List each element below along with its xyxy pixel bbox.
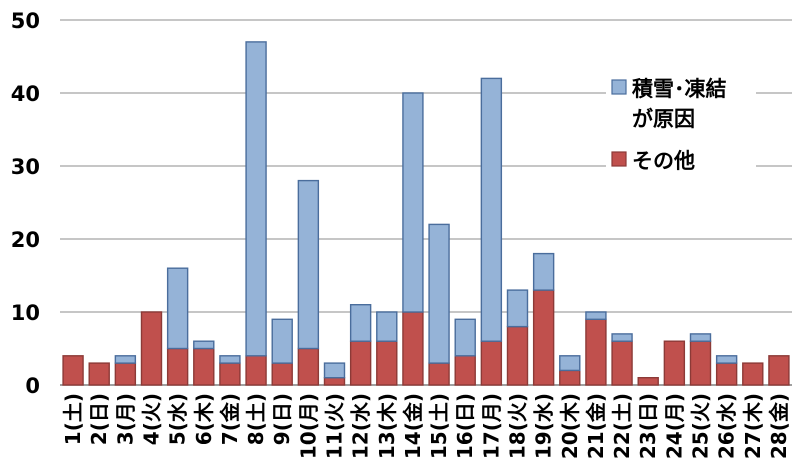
legend-swatch-other [611,151,627,167]
bar-segment-other [454,355,476,386]
bar-segment-other [428,362,450,386]
bar-segment-snow-ice [611,333,633,342]
bar-segment-other [193,347,215,386]
x-tick-label: 7(金) [218,393,242,445]
x-tick-label: 27(木) [741,393,765,459]
x-tick-label: 5(水) [166,393,190,445]
bar-segment-snow-ice [376,311,398,342]
bar-segment-snow-ice [245,41,267,357]
x-tick-label: 10(月) [296,393,320,459]
x-tick-label: 2(日) [87,393,111,445]
x-tick-label: 25(火) [689,393,713,459]
bar-segment-other [376,340,398,386]
y-tick-label: 30 [11,155,40,179]
x-tick-label: 4(火) [140,393,164,445]
y-tick-label: 40 [11,82,40,106]
bar-segment-other [323,377,346,386]
x-tick-label: 8(土) [244,393,268,445]
bar-segment-snow-ice [559,355,581,372]
legend-background [606,68,756,188]
x-tick-label: 16(日) [453,393,477,459]
bar-segment-other [62,355,84,386]
legend-swatch-snow-ice [611,79,627,95]
bar-segment-other [532,289,555,386]
bar-segment-other [297,347,320,386]
x-tick-label: 23(日) [636,393,660,459]
bar-segment-other [637,377,659,386]
x-tick-label: 14(金) [401,393,425,459]
bar-segment-snow-ice [349,304,372,342]
x-tick-label: 1(土) [61,393,85,445]
legend-label-snow-ice: 積雪･凍結が原因 [632,77,727,131]
bar-segment-other [559,369,581,386]
bar-segment-other [114,362,137,386]
x-tick-label: 17(月) [479,393,503,459]
x-tick-label: 3(月) [113,393,137,445]
bar-segment-snow-ice [297,179,320,350]
bar-segment-other [219,362,241,386]
bar-segment-snow-ice [454,318,476,357]
bar-segment-snow-ice [219,355,241,364]
y-tick-label: 50 [11,9,40,33]
bar-segment-snow-ice [193,340,215,350]
bar-segment-snow-ice [114,355,137,364]
bar-segment-other [402,311,424,386]
bar-segment-snow-ice [585,311,607,321]
bar-segment-snow-ice [532,252,555,291]
x-tick-label: 22(土) [610,393,634,459]
x-tick-label: 18(火) [506,393,530,459]
bar-segment-other [611,340,633,386]
bar-segment-snow-ice [428,223,450,364]
bar-segment-snow-ice [480,77,503,342]
x-tick-label: 12(水) [349,393,373,459]
bar-segment-other [663,340,686,386]
x-tick-label: 20(木) [558,393,582,459]
bar-segment-snow-ice [166,267,189,350]
bar-segment-snow-ice [402,92,424,313]
x-tick-label: 26(水) [715,393,739,459]
bar-segment-other [506,325,529,386]
y-tick-label: 10 [11,301,40,325]
bar-segment-snow-ice [323,362,346,379]
x-tick-label: 13(木) [375,393,399,459]
x-tick-label: 11(火) [323,393,347,459]
bar-segment-other [88,362,110,386]
x-tick-label: 15(土) [427,393,451,459]
bar-segment-other [689,340,712,386]
bar-segment-snow-ice [715,355,738,364]
bar-segment-other [768,355,790,386]
x-tick-label: 24(月) [662,393,686,459]
bar-segment-other [166,347,189,386]
bar-segment-other [585,318,607,386]
y-tick-label: 20 [11,228,40,252]
bar-segment-snow-ice [506,289,529,328]
bar-segment-snow-ice [271,318,293,364]
bar-segment-snow-ice [689,333,712,342]
bar-segment-other [715,362,738,386]
bar-segment-other [140,311,163,386]
bar-segment-other [245,355,267,386]
bar-segment-other [271,362,293,386]
y-tick-label: 0 [25,374,40,398]
bar-segment-other [349,340,372,386]
bar-segment-other [480,340,503,386]
x-tick-label: 9(日) [270,393,294,445]
legend-label-other: その他 [632,149,695,173]
x-tick-label: 6(木) [192,393,216,445]
x-tick-label: 21(金) [584,393,608,459]
x-tick-label: 19(水) [532,393,556,459]
bar-segment-other [742,362,764,386]
x-tick-label: 28(金) [767,393,791,459]
